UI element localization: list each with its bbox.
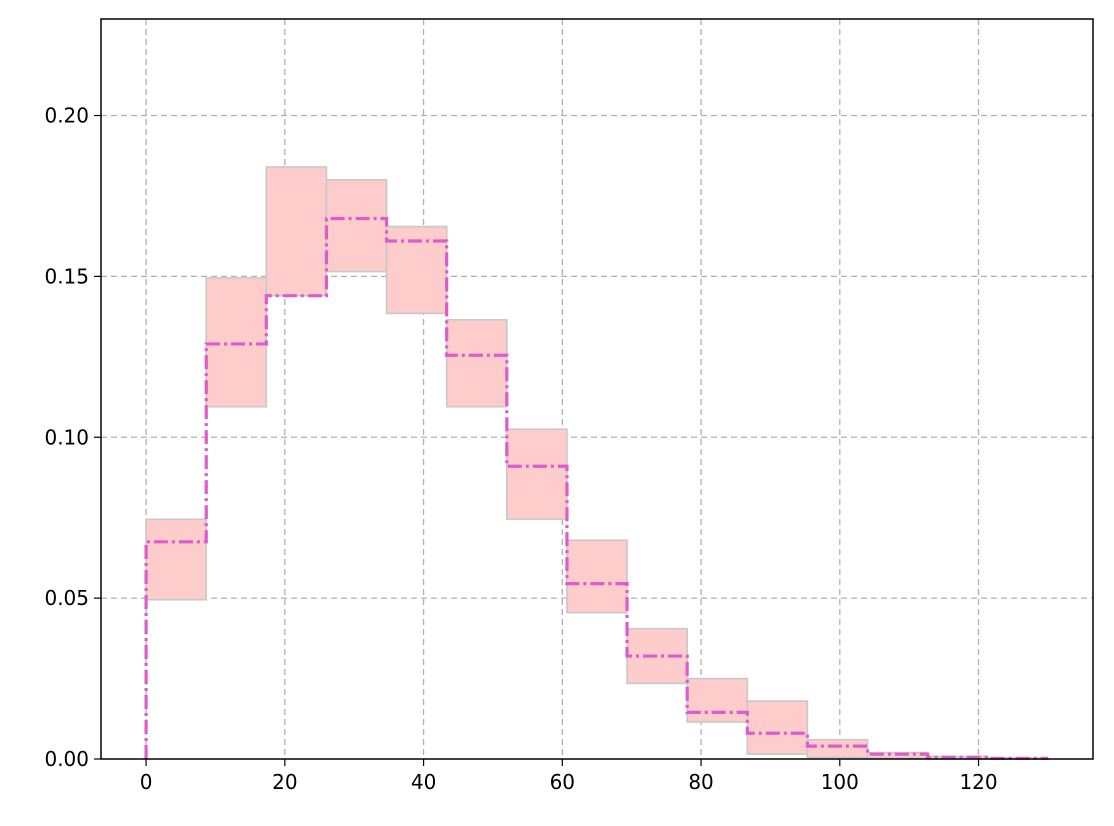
band-bin xyxy=(746,700,809,755)
step-series xyxy=(144,216,1048,760)
y-tick-label: 0.15 xyxy=(44,264,89,288)
x-tick-label: 120 xyxy=(959,770,997,794)
band-bin xyxy=(686,677,749,723)
band-bin xyxy=(445,319,508,408)
x-tick-label: 40 xyxy=(411,770,436,794)
band-bin xyxy=(506,428,568,521)
x-tick-label: 100 xyxy=(821,770,859,794)
y-tick-label: 0.05 xyxy=(44,586,89,610)
x-tick-label: 20 xyxy=(272,770,297,794)
x-tick-label: 80 xyxy=(688,770,713,794)
band-bin xyxy=(205,277,268,408)
y-tick-label: 0.10 xyxy=(44,425,89,449)
band-bin xyxy=(325,179,388,273)
band-bin xyxy=(806,738,869,759)
y-axis: 0.00 0.05 0.10 0.15 0.20 xyxy=(44,104,101,771)
plot-area xyxy=(100,18,1094,760)
band-bin xyxy=(145,518,208,601)
axes-frame xyxy=(100,18,1094,760)
band-bin xyxy=(265,166,328,297)
band-bin xyxy=(566,539,628,614)
y-tick-label: 0.00 xyxy=(44,747,89,771)
x-tick-label: 60 xyxy=(550,770,575,794)
step-series-line xyxy=(144,216,1048,760)
x-tick-label: 0 xyxy=(140,770,153,794)
y-tick-label: 0.20 xyxy=(44,104,89,128)
x-axis: 0 20 40 60 80 100 120 xyxy=(140,759,998,794)
